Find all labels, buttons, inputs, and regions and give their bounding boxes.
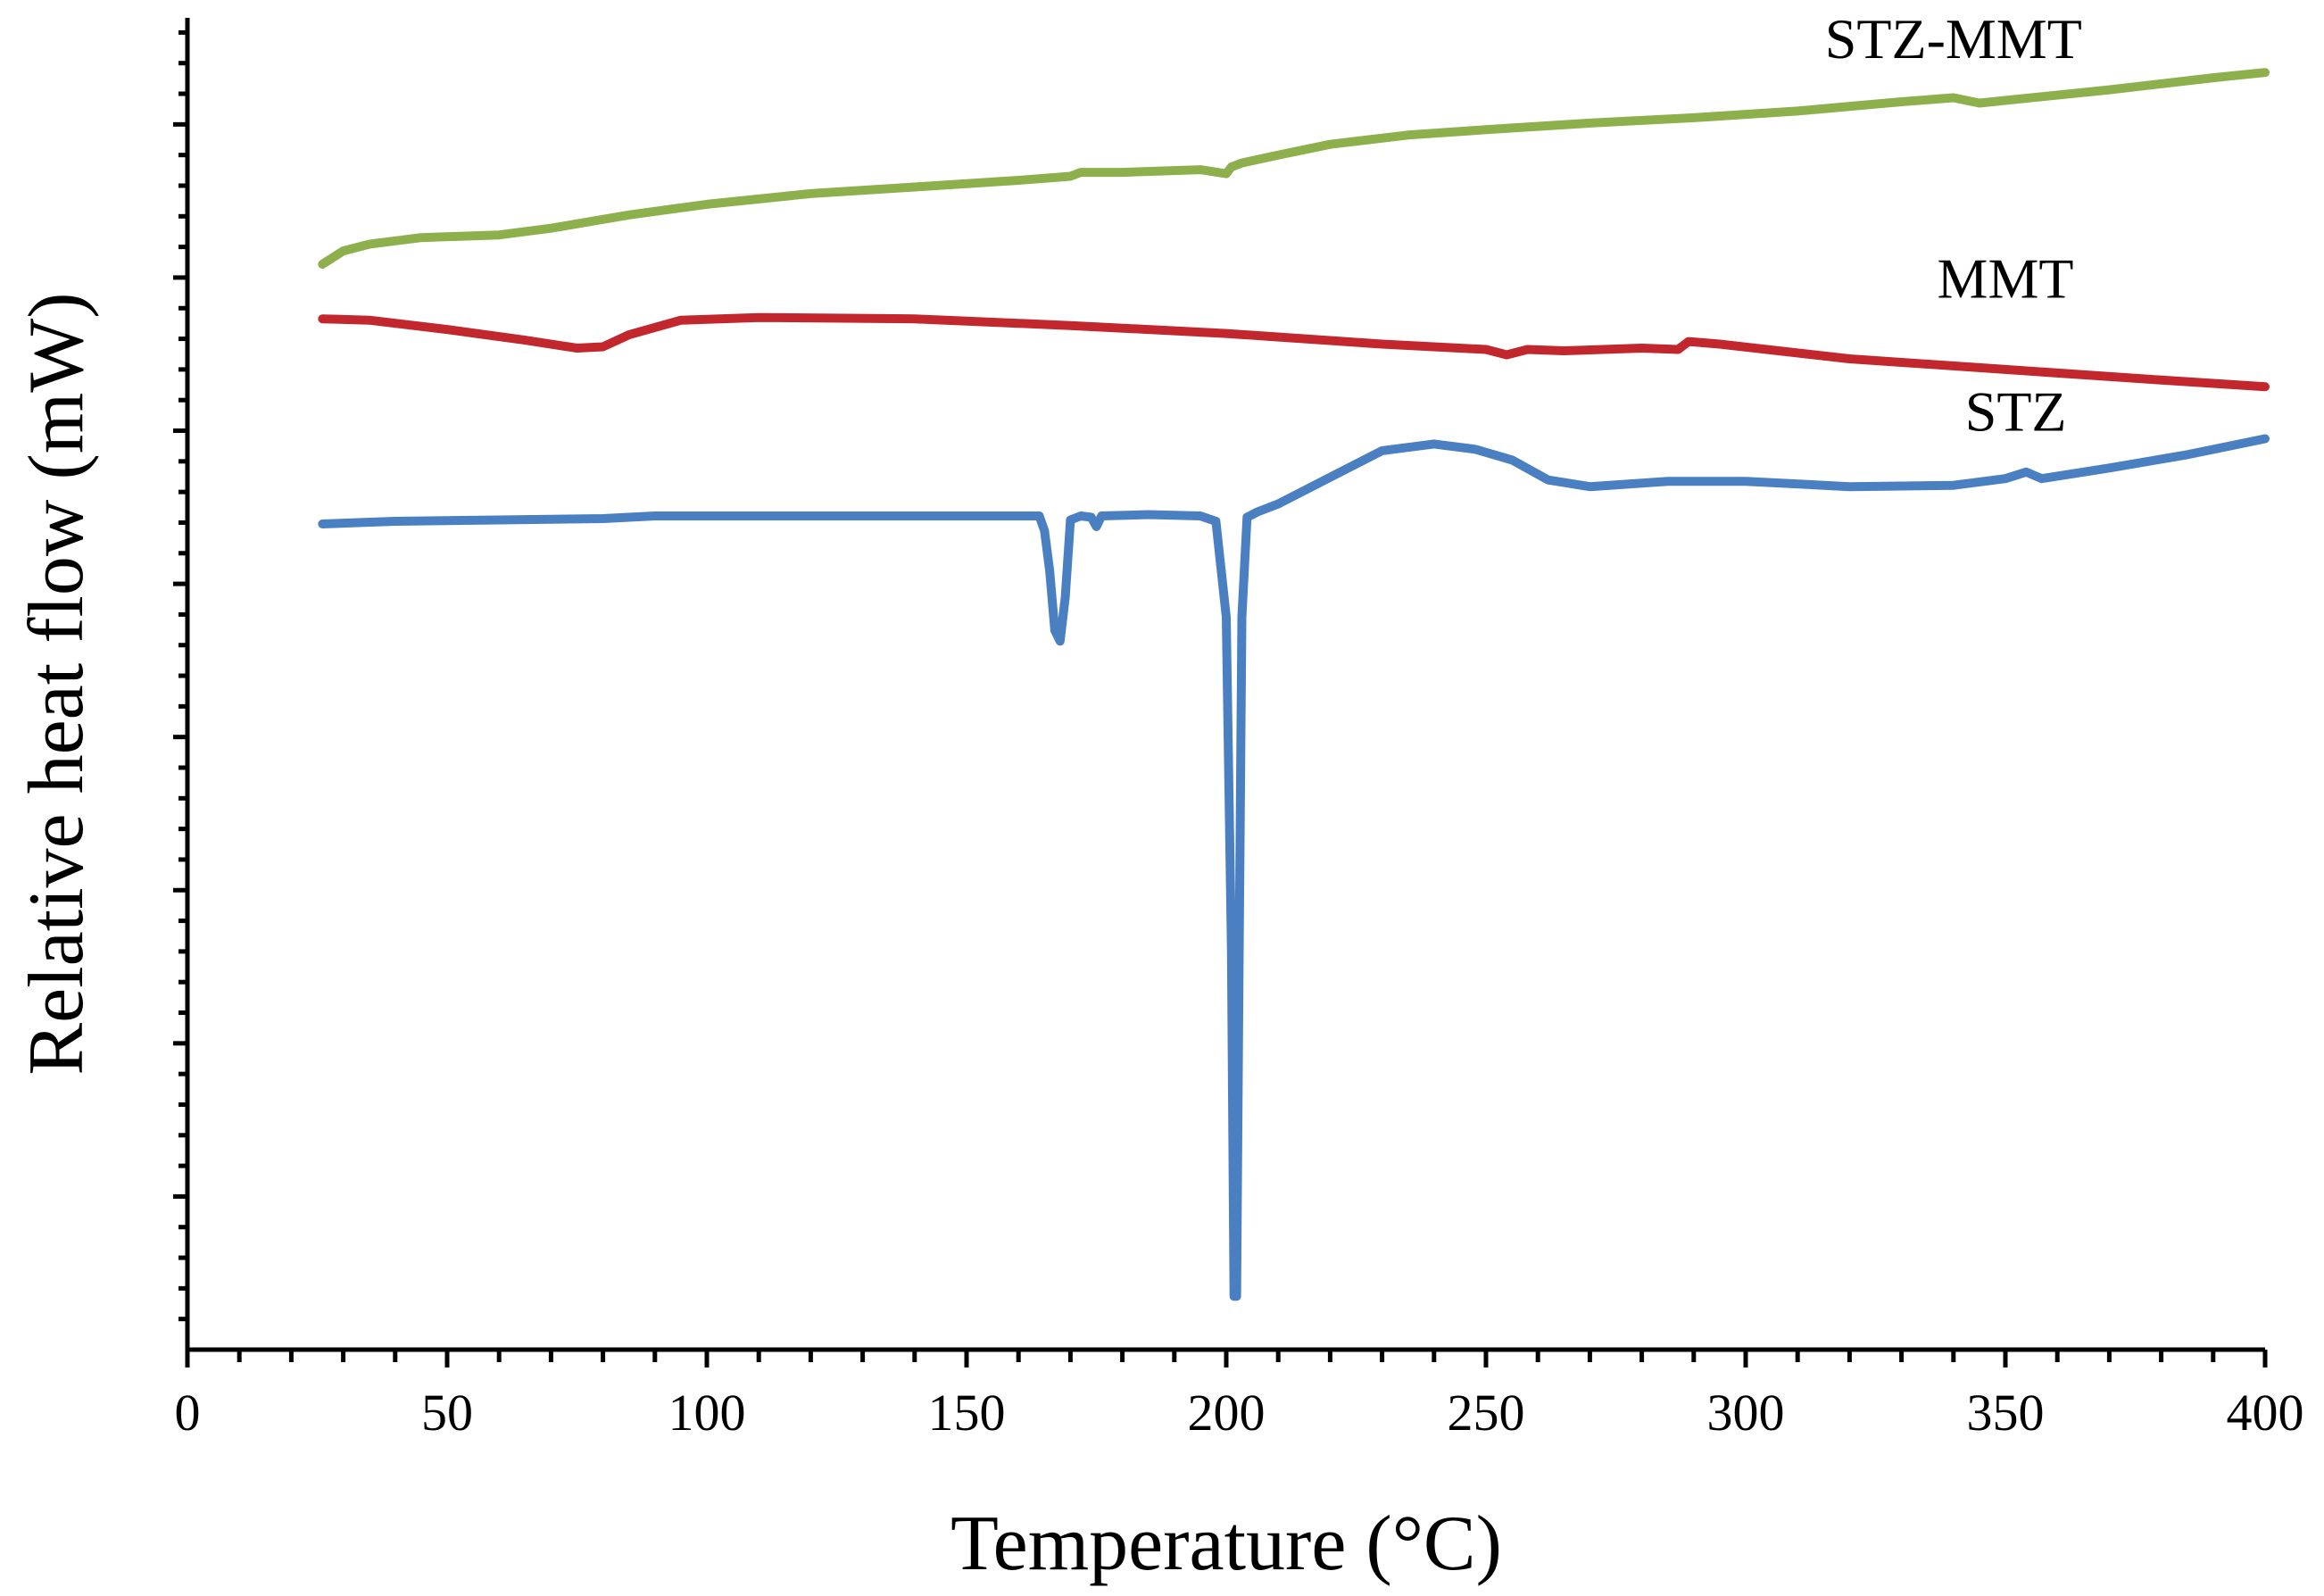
x-axis-title: Temperature (°C) xyxy=(950,1500,1502,1587)
x-tick-label: 50 xyxy=(421,1384,473,1442)
x-tick-label: 300 xyxy=(1707,1384,1785,1442)
x-tick-label: 250 xyxy=(1448,1384,1525,1442)
series-label-stz: STZ xyxy=(1965,380,2067,444)
x-tick-label: 350 xyxy=(1967,1384,2045,1442)
y-axis-title: Relative heat flow (mW) xyxy=(13,292,100,1075)
series-line-mmt xyxy=(318,312,2270,392)
x-tick-label: 0 xyxy=(175,1384,201,1442)
series-line-stz xyxy=(318,434,2270,1301)
x-tick-label: 200 xyxy=(1188,1384,1266,1442)
series-layer xyxy=(318,68,2270,1301)
series-line-stz-mmt xyxy=(318,68,2270,269)
x-tick-label: 100 xyxy=(668,1384,746,1442)
x-tick-labels: 0 50 100 150 200 250 300 350 400 xyxy=(175,1384,2304,1442)
x-tick-label: 400 xyxy=(2227,1384,2304,1442)
series-label-mmt: MMT xyxy=(1938,246,2074,310)
series-labels: STZ-MMT MMT STZ xyxy=(1825,7,2082,444)
x-tick-label: 150 xyxy=(928,1384,1006,1442)
series-label-stz-mmt: STZ-MMT xyxy=(1825,7,2082,71)
